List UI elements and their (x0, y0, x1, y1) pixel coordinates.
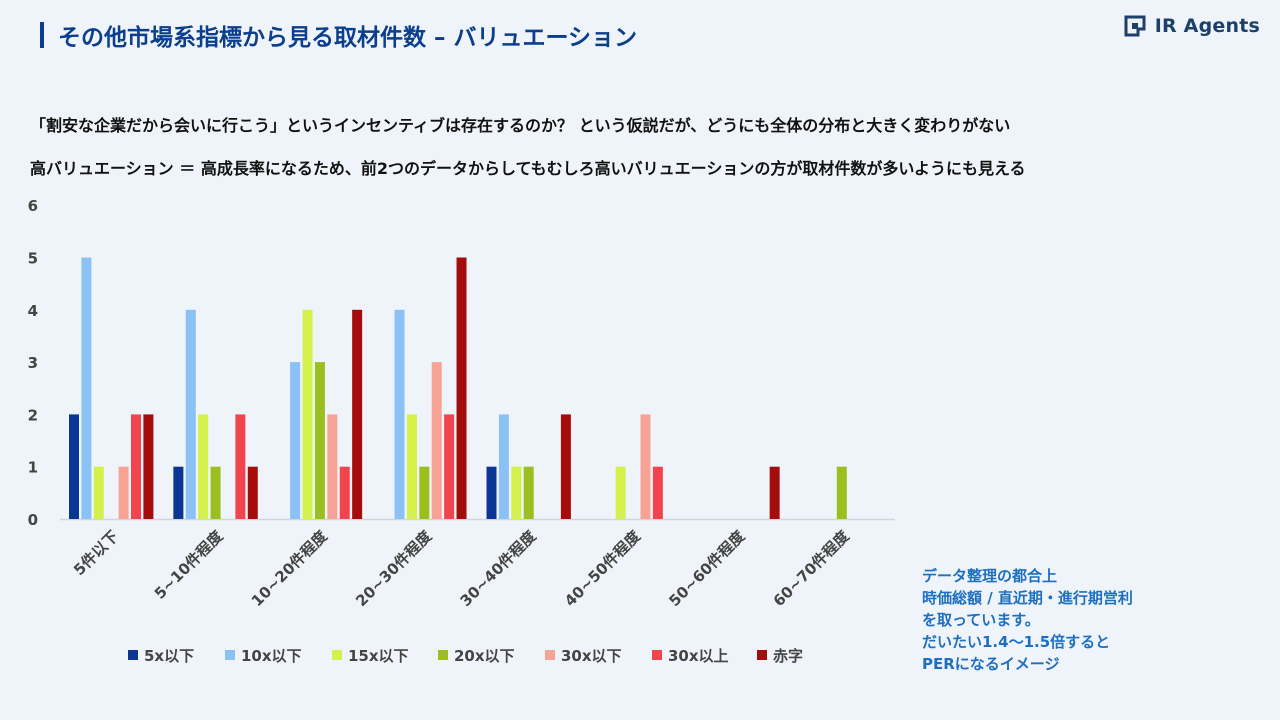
bar (523, 466, 534, 519)
bar (652, 466, 663, 519)
note-line: を取っています。 (922, 611, 1040, 629)
bar (560, 414, 571, 519)
bar (498, 414, 509, 519)
title-accent-bar (40, 22, 44, 48)
x-tick-label: 40~50件程度 (561, 526, 645, 610)
bar (769, 466, 780, 519)
bar (198, 414, 209, 519)
legend-swatch (757, 650, 767, 660)
y-tick-label: 3 (28, 354, 38, 372)
bar (394, 309, 405, 519)
bar (836, 466, 847, 519)
bar (327, 414, 338, 519)
bar (143, 414, 154, 519)
subtitle-line-2: 高バリュエーション ＝ 高成長率になるため、前2つのデータからしてもむしろ高いバ… (30, 159, 1026, 178)
bar (511, 466, 522, 519)
bar (456, 257, 467, 519)
bar (352, 309, 363, 519)
logo-icon (1124, 15, 1146, 37)
legend-swatch (545, 650, 555, 660)
bar (615, 466, 626, 519)
page-title: その他市場系指標から見る取材件数 – バリュエーション (58, 25, 638, 51)
note-box: データ整理の都合上 時価総額 / 直近期・進行期営利 を取っています。 だいたい… (922, 565, 1133, 675)
y-tick-label: 4 (28, 302, 38, 320)
bar (118, 466, 129, 519)
note-line: PERになるイメージ (922, 655, 1060, 673)
x-tick-label: 60~70件程度 (770, 526, 854, 610)
valuation-bar-chart: 0 1 2 3 4 5 6 5件以下 5~10件程度 10~20件程度 20~30件程度 30~40件… (28, 197, 895, 665)
bar (247, 466, 258, 519)
y-tick-label: 0 (28, 511, 38, 529)
y-tick-label: 2 (28, 406, 38, 424)
x-tick-label: 30~40件程度 (457, 526, 541, 610)
bar (640, 414, 651, 519)
bar (431, 362, 442, 519)
bar (419, 466, 430, 519)
legend-swatch (332, 650, 342, 660)
legend-label: 20x以下 (454, 647, 515, 665)
y-tick-label: 6 (28, 197, 38, 215)
bar (486, 466, 497, 519)
legend-label: 15x以下 (348, 647, 409, 665)
x-tick-label: 5~10件程度 (151, 526, 227, 602)
y-tick-label: 5 (28, 250, 38, 268)
bar (69, 414, 79, 519)
note-line: だいたい1.4〜1.5倍すると (922, 633, 1111, 651)
legend-swatch (652, 650, 662, 660)
logo-text: IR Agents (1154, 15, 1260, 37)
legend-label: 10x以下 (241, 647, 302, 665)
x-tick-label: 50~60件程度 (665, 526, 749, 610)
legend-label: 5x以下 (144, 647, 194, 665)
legend-swatch (438, 650, 448, 660)
bar (339, 466, 350, 519)
x-tick-label: 20~30件程度 (352, 526, 436, 610)
bar (235, 414, 246, 519)
bar (314, 362, 325, 519)
legend-swatch (225, 650, 235, 660)
note-line: 時価総額 / 直近期・進行期営利 (922, 589, 1133, 607)
brand-logo: IR Agents (1123, 14, 1260, 38)
bar (81, 257, 92, 519)
x-tick-label: 5件以下 (70, 527, 122, 579)
y-tick-label: 1 (28, 459, 38, 477)
bar (290, 362, 301, 519)
legend-label: 赤字 (773, 647, 803, 665)
bar (210, 466, 221, 519)
legend-label: 30x以上 (668, 647, 729, 665)
bar (302, 309, 313, 519)
bar (173, 466, 184, 519)
subtitle-line-1: 「割安な企業だから会いに行こう」というインセンティブは存在するのか？ という仮説… (30, 116, 1011, 135)
bar (185, 309, 196, 519)
bar (444, 414, 455, 519)
note-line: データ整理の都合上 (922, 567, 1058, 585)
bar (131, 414, 141, 519)
bar (406, 414, 417, 519)
legend-label: 30x以下 (561, 647, 622, 665)
legend-swatch (128, 650, 138, 660)
bar (93, 466, 104, 519)
x-tick-label: 10~20件程度 (248, 526, 332, 610)
